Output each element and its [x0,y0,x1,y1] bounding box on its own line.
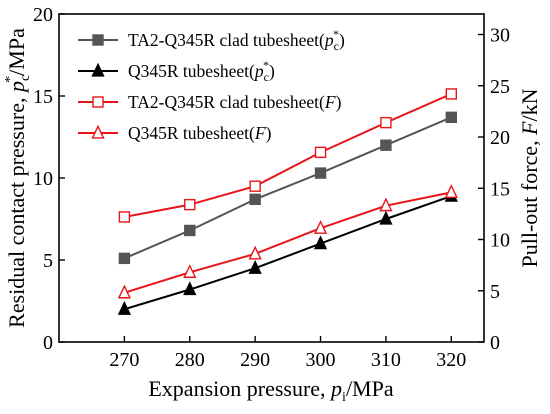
series-1 [118,111,458,265]
y-left-axis-title-base: Residual contact pressure, [4,92,29,328]
series-2-point [379,210,393,225]
series-2-point [248,259,262,274]
series-3-point [380,116,392,129]
series-4 [117,184,458,299]
x-tick-label: 300 [306,349,336,371]
x-axis-title-sub: i [342,390,346,405]
legend-label: TA2-Q345R clad tubesheet(F) [128,92,342,112]
x-tick-label: 290 [240,349,270,371]
y-left-axis-title-unit: /MPa [4,28,29,76]
y-left-axis-title-sub: c [18,75,33,81]
x-tick-label: 280 [175,349,205,371]
series-1-point [380,139,392,151]
x-axis-ticks: 270 280 290 300 310 320 [109,336,466,371]
series-2-point [117,300,131,315]
y-left-axis-title: Residual contact pressure, pc*/MPa [3,28,33,328]
series-1-point [184,224,196,237]
series-4-point [248,245,262,260]
series-1-point [314,167,327,179]
y-left-tick-label: 10 [33,168,53,190]
series-2-point [313,235,328,250]
series-3-point [184,198,196,211]
series-4-point [379,197,393,212]
y-left-tick-label: 5 [43,250,53,272]
series-4-line [124,191,452,294]
y-right-tick-label: 30 [490,25,510,47]
y-left-axis-title-var: p [4,81,29,94]
series-layer [117,88,458,315]
x-tick-label: 310 [371,349,401,371]
legend-label: Q345R tubesheet(pc*) [128,58,275,84]
series-3-point [445,88,458,100]
legend-swatch-marker [92,96,104,108]
legend-label: TA2-Q345R clad tubesheet(pc*) [128,27,345,53]
y-right-tick-label: 20 [490,127,510,149]
series-3-point [118,211,131,223]
legend-item-1: TA2-Q345R clad tubesheet(pc*) [78,27,345,53]
series-3-point [249,180,261,192]
y-right-tick-label: 0 [490,332,500,354]
series-2-point [183,281,197,296]
y-right-axis-title-var: F [517,121,542,136]
x-tick-label: 320 [436,349,466,371]
series-2-line [124,195,452,311]
series-4-point [117,284,131,299]
series-1-point [445,111,458,124]
series-1-point [249,193,261,206]
y-right-tick-label: 10 [490,230,510,252]
legend-swatch-marker [92,34,104,46]
series-3-line [124,93,452,218]
series-1-point [118,252,131,265]
legend-swatch-marker [91,62,105,77]
y-right-tick-label: 5 [490,281,500,303]
legend-item-2: Q345R tubesheet(pc*) [78,58,275,84]
y-right-axis-title-base: Pull-out force, [517,135,542,268]
series-3-point [314,146,327,159]
y-right-tick-label: 25 [490,76,510,98]
x-axis-title-base: Expansion pressure, [148,376,331,401]
series-4-point [313,219,328,234]
series-1-line [123,116,452,260]
series-3 [118,88,458,223]
series-4-point [183,264,197,278]
legend-swatch-marker [91,124,105,139]
y-left-tick-label: 0 [43,332,53,354]
series-4-point [444,184,458,199]
x-axis-title: Expansion pressure, pi/MPa [148,376,393,405]
x-tick-label: 270 [109,349,139,371]
y-right-axis-title: Pull-out force, F/kN [517,88,542,267]
legend: TA2-Q345R clad tubesheet(pc*) Q345R tubes… [78,27,345,143]
y-right-axis-ticks: 0 5 10 15 20 25 30 [478,25,510,354]
legend-item-4: Q345R tubesheet(F) [78,123,272,143]
x-axis-title-unit: /MPa [346,376,394,401]
legend-label: Q345R tubesheet(F) [128,123,272,143]
legend-item-3: TA2-Q345R clad tubesheet(F) [78,92,342,112]
series-2 [117,187,458,315]
y-left-axis-ticks: 0 5 10 15 20 [33,4,65,354]
y-left-tick-label: 20 [33,4,53,26]
y-left-axis-title-sup: * [3,76,18,83]
y-left-tick-label: 15 [33,86,53,108]
y-right-tick-label: 15 [490,178,510,200]
x-axis-title-var: p [329,376,342,401]
y-right-axis-title-unit: /kN [517,88,542,121]
